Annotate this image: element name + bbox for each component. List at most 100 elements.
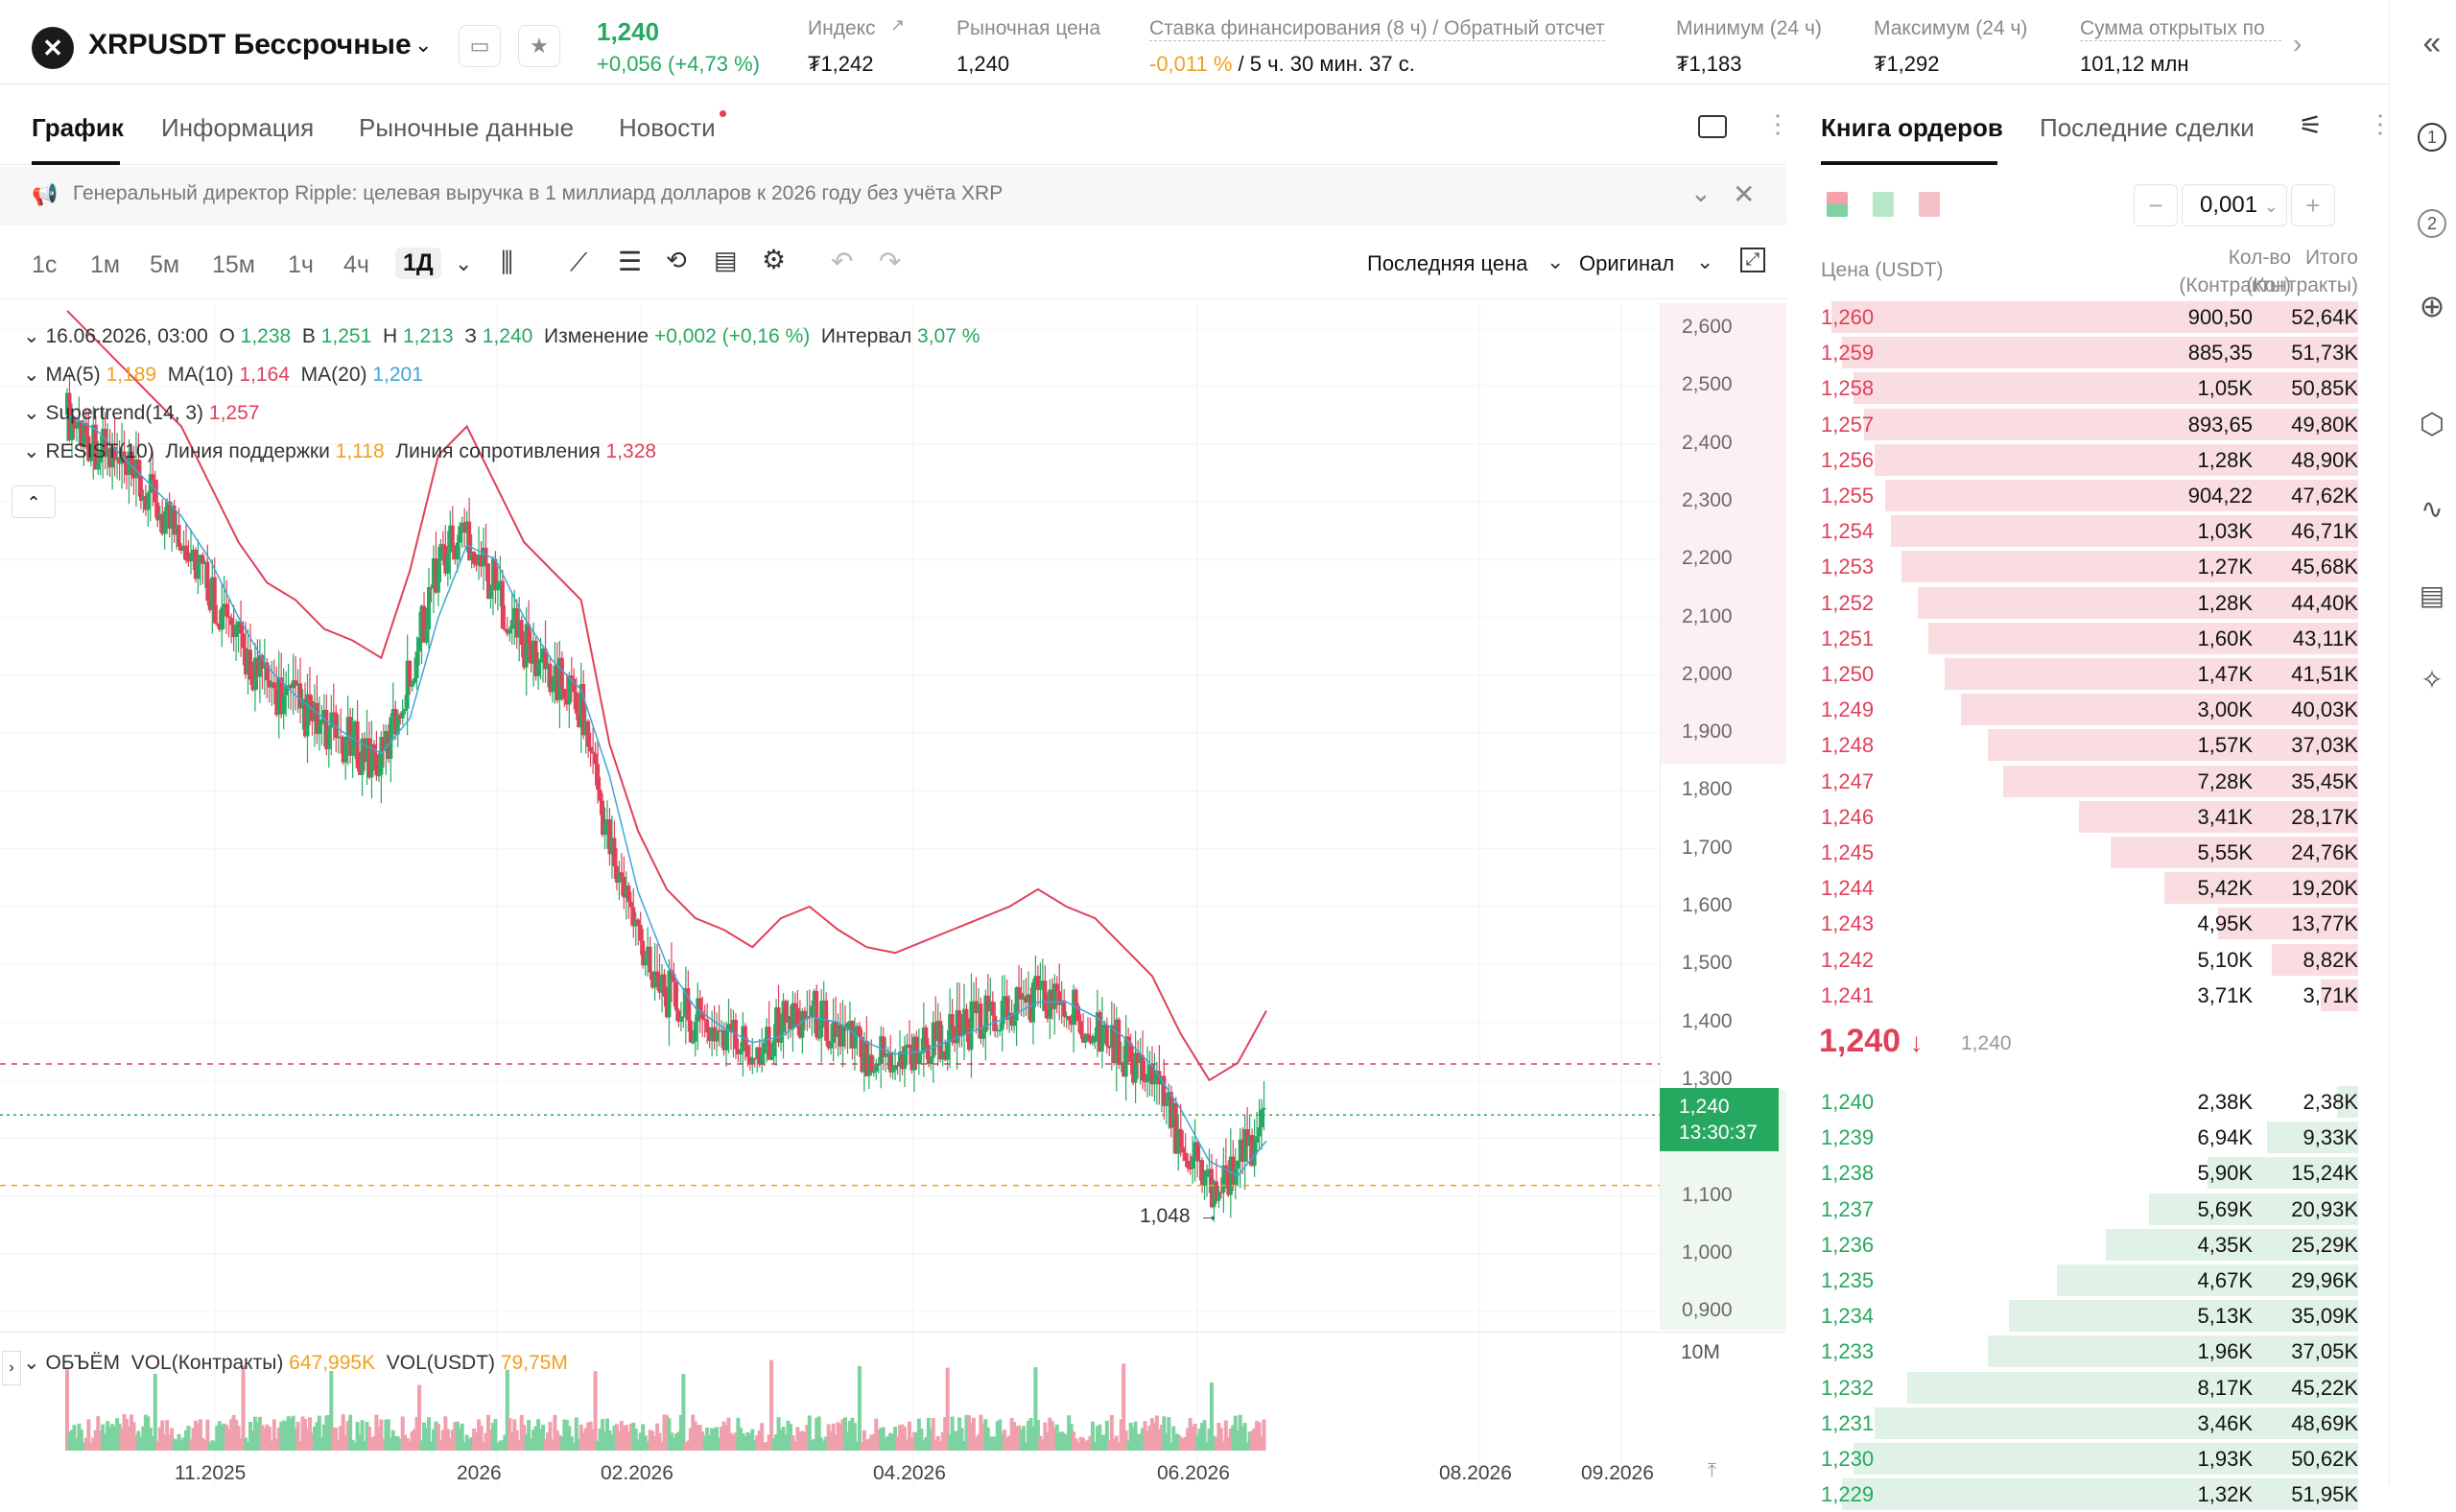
scroll-to-latest-icon[interactable]: ⤒ [1708, 1460, 1716, 1481]
bid-row[interactable]: 1,231 3,46K 48,69K [1792, 1406, 2358, 1441]
document-icon[interactable]: ▤ [2419, 580, 2445, 610]
bid-row[interactable]: 1,229 1,32K 51,95K [1792, 1477, 2358, 1512]
bid-row[interactable]: 1,230 1,93K 50,62K [1792, 1441, 2358, 1477]
add-circle-icon[interactable]: ⊕ [2419, 289, 2445, 323]
tf-15m[interactable]: 15м [212, 251, 255, 278]
ask-row[interactable]: 1,260 900,50 52,64K [1792, 299, 2358, 335]
volume-bar [866, 1438, 871, 1451]
tab-orderbook[interactable]: Книга ордеров [1821, 113, 2003, 142]
tf-5m[interactable]: 5м [150, 251, 180, 278]
bid-row[interactable]: 1,236 4,35K 25,29K [1792, 1227, 2358, 1263]
ask-row[interactable]: 1,247 7,28K 35,45K [1792, 764, 2358, 799]
tf-1h[interactable]: 1ч [288, 251, 314, 278]
bid-row[interactable]: 1,232 8,17K 45,22K [1792, 1370, 2358, 1406]
view-asks-icon[interactable] [1919, 192, 1940, 217]
expand-pane-button[interactable]: › [2, 1351, 21, 1385]
tab-news[interactable]: Новости [619, 113, 716, 142]
star-icon[interactable]: ★ [518, 25, 560, 67]
filter-icon[interactable]: ⚟ [2299, 110, 2324, 140]
tools-icon[interactable]: ✧ [2421, 665, 2444, 695]
tf-1m[interactable]: 1м [90, 251, 121, 278]
ask-row[interactable]: 1,254 1,03K 46,71K [1792, 513, 2358, 549]
tf-1d[interactable]: 1Д [395, 248, 441, 279]
bid-row[interactable]: 1,238 5,90K 15,24K [1792, 1155, 2358, 1191]
bid-row[interactable]: 1,234 5,13K 35,09K [1792, 1298, 2358, 1334]
ask-row[interactable]: 1,246 3,41K 28,17K [1792, 799, 2358, 835]
step-plus-button[interactable]: + [2291, 184, 2335, 226]
ask-row[interactable]: 1,249 3,00K 40,03K [1792, 692, 2358, 727]
ask-row[interactable]: 1,248 1,57K 37,03K [1792, 727, 2358, 763]
tab-recent-trades[interactable]: Последние сделки [2040, 113, 2255, 142]
news-text[interactable]: Генеральный директор Ripple: целевая выр… [73, 182, 1004, 204]
candle-body [443, 546, 448, 574]
close-icon[interactable]: ✕ [1733, 179, 1756, 209]
bid-row[interactable]: 1,235 4,67K 29,96K [1792, 1263, 2358, 1298]
ask-row[interactable]: 1,241 3,71K 3,71K [1792, 978, 2358, 1013]
gear-icon[interactable]: ⚙ [762, 245, 787, 274]
ask-row[interactable]: 1,243 4,95K 13,77K [1792, 906, 2358, 941]
layout-2-icon[interactable]: 2 [2418, 209, 2446, 238]
step-minus-button[interactable]: − [2134, 184, 2178, 226]
ask-row[interactable]: 1,258 1,05K 50,85K [1792, 370, 2358, 406]
price-mode-select[interactable]: Последняя цена [1367, 251, 1528, 275]
tf-4h[interactable]: 4ч [343, 251, 369, 278]
more-vertical-icon[interactable]: ⋮ [2368, 109, 2393, 138]
volume-bar [417, 1384, 422, 1451]
ask-row[interactable]: 1,252 1,28K 44,40K [1792, 585, 2358, 621]
ask-row[interactable]: 1,257 893,65 49,80K [1792, 407, 2358, 442]
chevron-down-icon[interactable]: ⌄ [1696, 249, 1714, 273]
ask-row[interactable]: 1,251 1,60K 43,11K [1792, 621, 2358, 656]
order-price: 1,242 [1821, 947, 1875, 972]
chevron-right-icon[interactable]: › [2293, 29, 2302, 59]
double-chevron-left-icon[interactable]: « [2422, 25, 2442, 61]
undo-icon[interactable]: ↶ [831, 247, 854, 276]
view-both-icon[interactable] [1827, 192, 1848, 217]
step-select[interactable]: 0,001 ⌄ [2182, 184, 2287, 226]
candle-body [1003, 996, 1007, 1001]
indicators-icon[interactable]: ⟋ [570, 248, 588, 276]
bid-row[interactable]: 1,237 5,69K 20,93K [1792, 1192, 2358, 1227]
tab-market-data[interactable]: Рыночные данные [359, 113, 575, 142]
redo-icon[interactable]: ↷ [879, 247, 902, 276]
chevron-down-icon[interactable]: ⌄ [1547, 249, 1565, 273]
external-link-icon[interactable]: ↗ [890, 15, 906, 35]
collapse-legend-button[interactable]: ⌃ [12, 485, 56, 518]
tf-1s[interactable]: 1с [32, 251, 58, 278]
ask-row[interactable]: 1,256 1,28K 48,90K [1792, 442, 2358, 478]
chart-canvas[interactable] [0, 303, 1786, 1484]
pulse-icon[interactable]: ∿ [2421, 494, 2444, 524]
price-chart[interactable]: ⌄ 16.06.2026, 03:00 О 1,238 В 1,251 Н 1,… [0, 303, 1786, 1484]
ask-row[interactable]: 1,255 904,22 47,62K [1792, 478, 2358, 513]
window-icon[interactable] [1698, 115, 1727, 138]
chevron-down-icon[interactable]: ⌄ [1690, 178, 1712, 207]
bid-row[interactable]: 1,239 6,94K 9,33K [1792, 1120, 2358, 1155]
more-vertical-icon[interactable]: ⋮ [1765, 109, 1790, 138]
book-icon[interactable]: ▭ [459, 25, 501, 67]
candles-icon[interactable]: ⫼ [501, 248, 513, 277]
volume-divider[interactable] [0, 1332, 1786, 1333]
view-mode-select[interactable]: Оригинал [1579, 251, 1675, 275]
fullscreen-icon[interactable]: ⤢ [1740, 248, 1765, 272]
list-icon[interactable]: ☰ [618, 247, 643, 276]
view-bids-icon[interactable] [1873, 192, 1894, 217]
bid-row[interactable]: 1,240 2,38K 2,38K [1792, 1084, 2358, 1120]
replay-icon[interactable]: ⟲ [666, 246, 687, 274]
ask-row[interactable]: 1,244 5,42K 19,20K [1792, 870, 2358, 906]
bid-row[interactable]: 1,233 1,96K 37,05K [1792, 1334, 2358, 1369]
chevron-down-icon[interactable]: ⌄ [455, 251, 473, 275]
symbol-title[interactable]: XRPUSDT Бессрочные [88, 29, 412, 60]
ask-row[interactable]: 1,250 1,47K 41,51K [1792, 656, 2358, 692]
funding-label[interactable]: Ставка финансирования (8 ч) / Обратный о… [1149, 17, 1605, 41]
ask-row[interactable]: 1,242 5,10K 8,82K [1792, 942, 2358, 978]
layout-1-icon[interactable]: 1 [2418, 123, 2446, 152]
price-axis[interactable]: 2,600 2,500 2,400 2,300 2,200 2,100 2,000 1,900… [1660, 303, 1786, 1321]
tab-info[interactable]: Информация [161, 113, 315, 142]
hexagon-icon[interactable]: ⬡ [2419, 409, 2445, 440]
ask-row[interactable]: 1,245 5,55K 24,76K [1792, 835, 2358, 870]
volume-bar [107, 1427, 112, 1451]
ask-row[interactable]: 1,259 885,35 51,73K [1792, 335, 2358, 370]
calendar-icon[interactable]: ▤ [714, 246, 738, 274]
ask-row[interactable]: 1,253 1,27K 45,68K [1792, 549, 2358, 584]
tab-chart[interactable]: График [32, 113, 124, 142]
chevron-down-icon[interactable]: ⌄ [414, 33, 433, 57]
